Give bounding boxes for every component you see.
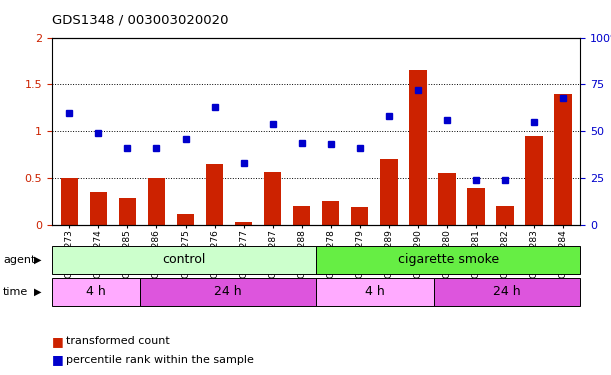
Text: 24 h: 24 h — [493, 285, 521, 298]
Bar — [119, 198, 136, 225]
Bar — [60, 178, 78, 225]
Bar — [140, 278, 316, 306]
Text: GDS1348 / 003003020020: GDS1348 / 003003020020 — [52, 13, 229, 26]
Bar — [316, 246, 580, 274]
Bar — [177, 214, 194, 225]
Bar — [438, 173, 456, 225]
Text: ▶: ▶ — [34, 255, 41, 265]
Text: 24 h: 24 h — [214, 285, 242, 298]
Text: cigarette smoke: cigarette smoke — [398, 253, 499, 266]
Text: transformed count: transformed count — [66, 336, 170, 346]
Text: control: control — [163, 253, 206, 266]
Text: 4 h: 4 h — [86, 285, 106, 298]
Bar — [554, 94, 572, 225]
Text: 4 h: 4 h — [365, 285, 385, 298]
Bar — [148, 178, 165, 225]
Bar — [52, 246, 316, 274]
Bar — [52, 278, 140, 306]
Bar — [90, 192, 107, 225]
Bar — [351, 207, 368, 225]
Text: ▶: ▶ — [34, 286, 41, 297]
Text: agent: agent — [3, 255, 35, 265]
Bar — [316, 278, 434, 306]
Text: ■: ■ — [52, 354, 64, 366]
Text: percentile rank within the sample: percentile rank within the sample — [66, 355, 254, 365]
Bar — [496, 206, 514, 225]
Bar — [206, 164, 223, 225]
Bar — [434, 278, 580, 306]
Bar — [467, 188, 485, 225]
Bar — [525, 136, 543, 225]
Bar — [322, 201, 340, 225]
Text: ■: ■ — [52, 335, 64, 348]
Bar — [380, 159, 398, 225]
Bar — [293, 206, 310, 225]
Bar — [235, 222, 252, 225]
Text: time: time — [3, 286, 28, 297]
Bar — [409, 70, 426, 225]
Bar — [264, 172, 281, 225]
